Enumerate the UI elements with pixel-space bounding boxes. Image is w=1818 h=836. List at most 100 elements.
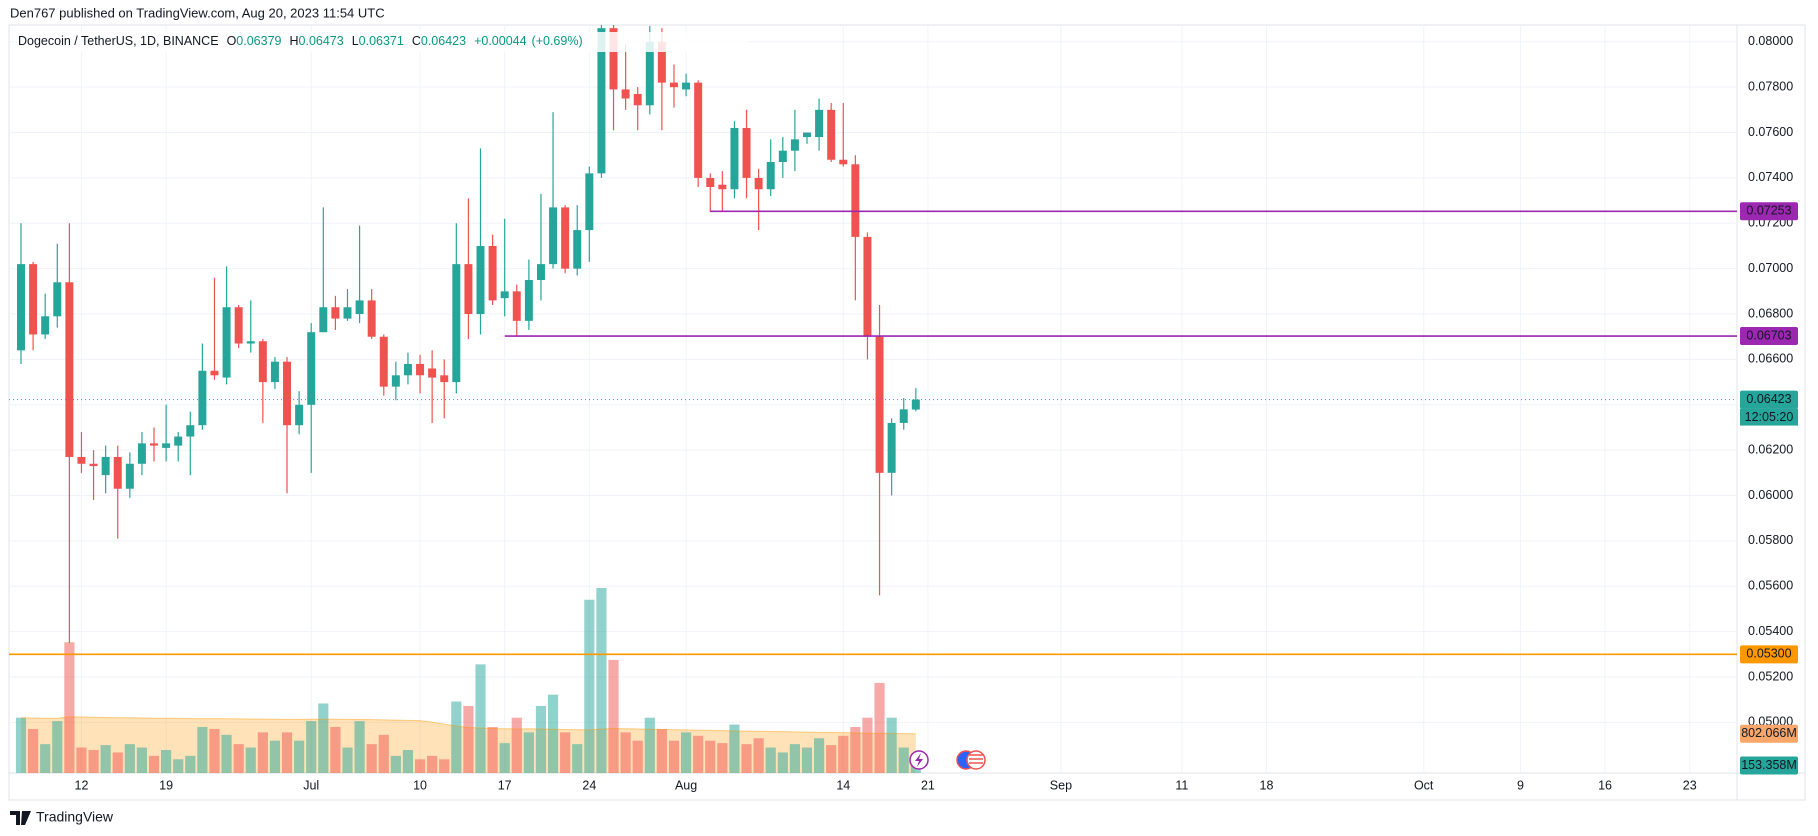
level-label: 0.05300 <box>1746 647 1791 661</box>
volume-bar <box>88 749 99 773</box>
candle-body <box>815 109 824 138</box>
x-tick-label: 9 <box>1517 778 1524 792</box>
y-tick-label: 0.05800 <box>1748 533 1793 547</box>
y-tick-label: 0.05400 <box>1748 624 1793 638</box>
candle-body <box>742 128 751 178</box>
candle-body <box>524 280 533 321</box>
candle-body <box>585 173 594 231</box>
volume-bar <box>620 732 631 773</box>
level-badge <box>1740 645 1798 664</box>
candle-body <box>476 245 485 315</box>
volume-bar <box>439 759 450 773</box>
volume-bar <box>269 740 281 773</box>
candle-body <box>101 456 110 476</box>
volume-bar <box>342 747 353 773</box>
candle-body <box>452 264 461 383</box>
candle-body <box>790 139 799 151</box>
candle-body <box>633 93 642 106</box>
volume-bar <box>28 728 39 773</box>
volume-bar <box>221 734 232 773</box>
volume-bar <box>294 740 305 773</box>
volume-bar <box>499 743 510 773</box>
candle-body <box>911 399 920 410</box>
volume-bar <box>511 717 522 773</box>
volume-bar <box>910 765 921 773</box>
legend-low-label: L <box>352 34 359 48</box>
volume-bar <box>354 721 365 773</box>
x-tick-label: 24 <box>582 778 596 792</box>
x-tick-label: 10 <box>413 778 427 792</box>
volume-bar <box>717 743 728 773</box>
legend-high: 0.06473 <box>299 34 344 48</box>
volume-bar <box>15 717 27 773</box>
volume-bar <box>898 747 909 773</box>
volume-bar <box>112 752 123 773</box>
volume-bar <box>64 642 75 773</box>
candle-body <box>803 132 811 138</box>
volume-bar <box>753 738 764 773</box>
candle-body <box>597 28 606 174</box>
volume-bar <box>427 755 438 773</box>
x-tick-label: Oct <box>1414 778 1434 792</box>
plot-area <box>9 25 1737 773</box>
candle-body <box>283 361 292 426</box>
volume-ma-badge <box>1740 724 1798 743</box>
x-tick-label: 14 <box>836 778 850 792</box>
volume-bar <box>826 745 837 773</box>
volume-bar <box>644 717 655 773</box>
footer: TradingView <box>10 809 114 825</box>
volume-bar <box>814 738 825 773</box>
y-tick-label: 0.07800 <box>1748 79 1793 93</box>
candle-body <box>391 375 400 387</box>
candle-body <box>488 245 497 301</box>
candle-body <box>246 341 255 344</box>
volume-bar <box>608 659 619 773</box>
axes: 0.050000.052000.054000.056000.058000.060… <box>75 34 1798 792</box>
volume-bar <box>741 744 752 773</box>
legend-symbol: Dogecoin / TetherUS, 1D, BINANCE <box>18 34 219 48</box>
volume-bar <box>402 749 414 773</box>
candle-body <box>137 443 146 464</box>
level-badge <box>1740 202 1798 221</box>
x-tick-label: 17 <box>498 778 512 792</box>
flag-stripes <box>969 754 983 764</box>
volume-bar <box>185 755 196 773</box>
candle-body <box>343 307 352 319</box>
volume-bar <box>596 588 607 773</box>
volume-bar <box>765 747 776 773</box>
volume-ma-line <box>20 716 916 735</box>
candle-body <box>89 463 98 467</box>
candle-body <box>379 336 388 387</box>
volume-bar <box>463 705 474 773</box>
volume-bar <box>124 744 135 773</box>
volume-label: 153.358M <box>1741 758 1797 772</box>
publisher-line: Den767 published on TradingView.com, Aug… <box>10 5 385 20</box>
volume-bar <box>233 744 244 773</box>
volume-bar <box>487 726 498 773</box>
candle-body <box>53 282 62 317</box>
candle-body <box>682 82 691 90</box>
volume-bar <box>777 752 788 773</box>
candle-body <box>669 82 678 88</box>
volume-bar <box>862 717 873 773</box>
candle-body <box>839 159 848 165</box>
volume-bar <box>378 734 389 773</box>
y-tick-label: 0.06000 <box>1748 488 1793 502</box>
candle-body <box>234 307 243 344</box>
candle-body <box>730 128 739 190</box>
volume-bar <box>789 744 800 773</box>
flag-icon <box>966 750 986 770</box>
volume-bar <box>173 759 184 773</box>
candle-body <box>549 207 558 265</box>
candle-body <box>887 422 896 473</box>
volume-bar <box>838 735 849 773</box>
volume-bar <box>330 726 341 773</box>
brand-name: TradingView <box>36 809 114 825</box>
volume-bar <box>572 744 583 773</box>
candle-body <box>645 41 654 106</box>
volume-bar <box>245 747 256 773</box>
volume-bar <box>584 599 595 773</box>
candle-body <box>766 162 775 190</box>
